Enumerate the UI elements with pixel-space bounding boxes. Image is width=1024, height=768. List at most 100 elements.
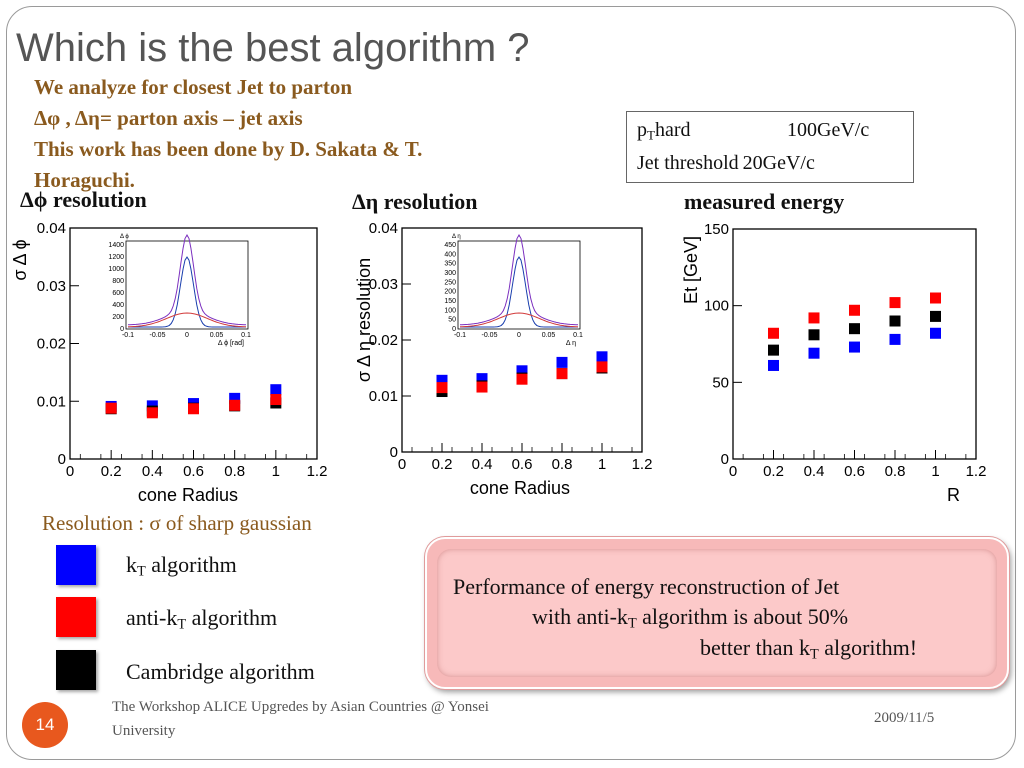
inset-narrow-gaussian (128, 256, 246, 328)
legend-label-kt: kT algorithm (126, 552, 237, 580)
data-point (808, 312, 820, 324)
data-point (930, 292, 941, 304)
x-tick-label: 0.4 (472, 456, 493, 473)
x-tick-label: 1 (931, 463, 939, 480)
legend-label-antikt: anti-kT algorithm (126, 605, 278, 633)
y-tick-label: 0.04 (369, 220, 398, 237)
inset-x-tick-label: 0 (185, 332, 189, 339)
legend-swatch (56, 597, 96, 637)
y-tick-label: 0.02 (369, 332, 398, 349)
plot-title-energy: measured energy (684, 189, 845, 214)
conclusion-callout: Performance of energy reconstruction of … (425, 537, 1009, 689)
data-point (516, 365, 528, 377)
y-tick-label: 0.03 (37, 278, 66, 295)
plot-title-dphi: Δϕ resolution (20, 187, 147, 212)
y-tick-label: 0.03 (369, 276, 398, 293)
data-point (768, 359, 779, 371)
data-point (476, 381, 488, 393)
parameter-value: 100GeV/c (787, 119, 870, 141)
inset-y-tick-label: 0 (452, 326, 456, 333)
data-point (849, 341, 860, 353)
y-tick-label: 0.01 (369, 388, 398, 405)
data-point (436, 374, 448, 386)
data-point (105, 402, 117, 414)
data-point (436, 382, 448, 394)
x-tick-label: 0.6 (844, 463, 865, 480)
inset-y-tick-label: 800 (112, 278, 124, 285)
data-point (476, 373, 488, 385)
y-axis-label: σ Δ η resolution (354, 258, 374, 382)
x-tick-label: 0 (66, 463, 74, 480)
y-tick-label: 0.02 (37, 336, 66, 353)
parameters-box: pThard 100GeV/c Jet threshold 20GeV/c (626, 111, 914, 183)
inset-y-tick-label: 450 (444, 242, 456, 249)
x-tick-label: 1 (272, 463, 280, 480)
inset-y-tick-label: 350 (444, 261, 456, 268)
inset-frame (457, 240, 581, 330)
data-point (229, 399, 241, 411)
legend-label-cambridge: Cambridge algorithm (126, 659, 315, 684)
inset-y-tick-label: 1000 (108, 266, 124, 273)
x-tick-label: 0.2 (763, 463, 784, 480)
intro-line-2: Δφ , Δη= parton axis – jet axis (34, 106, 303, 130)
intro-line-3: This work has been done by D. Sakata & T… (34, 137, 423, 161)
inset-narrow-gaussian (460, 256, 578, 328)
x-tick-label: 0.2 (101, 463, 122, 480)
y-tick-label: 0.01 (37, 393, 66, 410)
inset-wide-gaussian (127, 312, 247, 328)
data-point (849, 304, 860, 316)
data-point (889, 315, 901, 327)
x-tick-label: 0 (729, 463, 737, 480)
page-number-badge: 14 (22, 702, 68, 748)
y-tick-label: 100 (704, 298, 729, 315)
inset-histogram-curve (127, 233, 247, 326)
inset-y-tick-label: 400 (112, 302, 124, 309)
legend-swatch-cambridge (56, 650, 96, 690)
data-point (229, 392, 241, 404)
inset-y-tick-label: 200 (444, 289, 456, 296)
inset-y-tick-label: 1200 (108, 254, 124, 261)
data-point (270, 394, 282, 406)
callout-line-1: Performance of energy reconstruction of … (453, 574, 840, 599)
inset-x-tick-label: 0.1 (241, 332, 251, 339)
inset-y-tick-label: 400 (444, 251, 456, 258)
x-axis-label: cone Radius (138, 485, 238, 505)
data-point (808, 329, 820, 341)
data-point (930, 310, 941, 322)
inset-y-tick-label: 300 (444, 270, 456, 277)
inset-y-tick-label: 1400 (108, 242, 124, 249)
inset-y-axis-label: Δ η (452, 234, 461, 240)
x-tick-label: 0 (398, 456, 406, 473)
footer-text: The Workshop ALICE Upgredes by Asian Cou… (112, 699, 489, 739)
data-point (596, 351, 608, 363)
inset-histogram-curve (459, 233, 579, 326)
inset-x-tick-label: -0.1 (122, 332, 134, 339)
inset-y-tick-label: 100 (444, 307, 456, 314)
inset-frame (125, 240, 249, 330)
x-tick-label: 1.2 (632, 456, 653, 473)
inset-y-tick-label: 250 (444, 279, 456, 286)
data-point (930, 327, 941, 339)
legend-swatch-antikt (56, 597, 96, 637)
data-point (889, 297, 901, 309)
data-point (889, 333, 901, 345)
callout-line-3: better than kT algorithm! (700, 635, 918, 663)
x-tick-label: 1.2 (307, 463, 328, 480)
x-tick-label: 0.8 (552, 456, 573, 473)
x-axis-label: cone Radius (470, 478, 570, 498)
data-point (768, 344, 779, 356)
y-tick-label: 0 (721, 451, 729, 468)
data-point (556, 368, 568, 380)
x-tick-label: 0.4 (804, 463, 825, 480)
inset-x-tick-label: 0 (517, 332, 521, 339)
data-point (516, 373, 528, 385)
inset-x-tick-label: 0.1 (573, 332, 583, 339)
x-tick-label: 0.6 (512, 456, 533, 473)
x-tick-label: 1 (598, 456, 606, 473)
inset-y-tick-label: 0 (120, 326, 124, 333)
y-axis-label: σ Δ ϕ (10, 239, 30, 280)
x-tick-label: 1.2 (966, 463, 987, 480)
inset-x-axis-label: Δ η (566, 340, 576, 347)
